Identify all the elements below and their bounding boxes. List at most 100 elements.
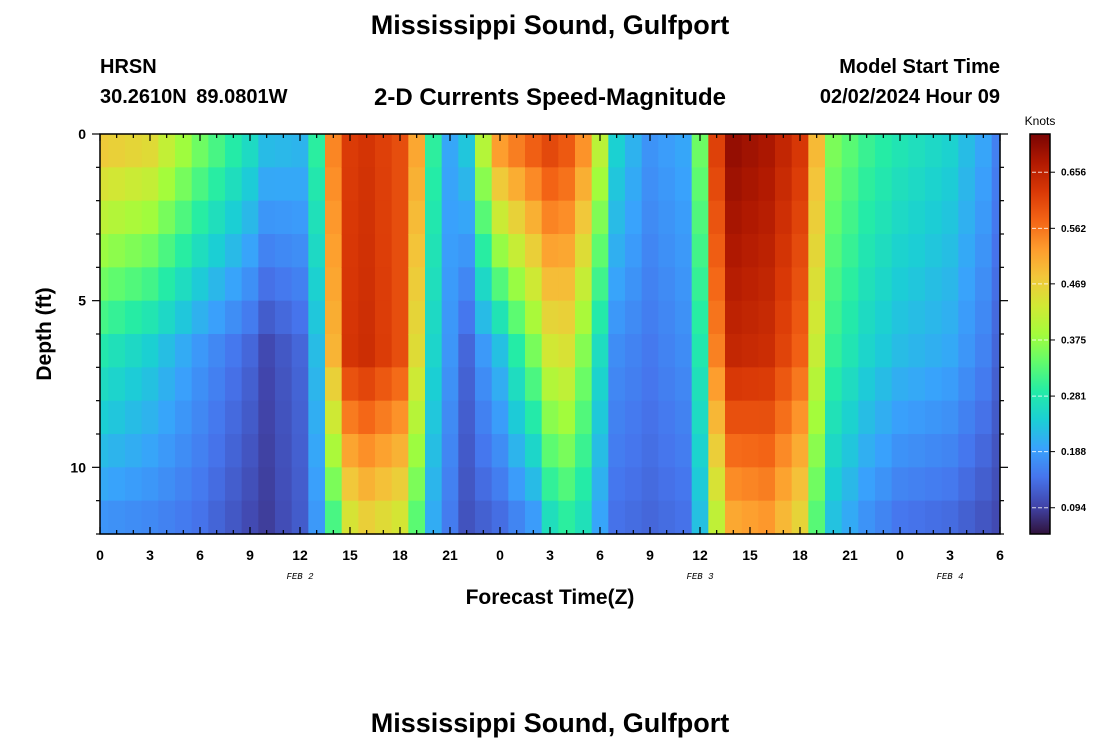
heatmap-cell (991, 500, 1001, 535)
heatmap-cell (325, 334, 343, 368)
heatmap-cell (608, 500, 626, 535)
heatmap-cell (458, 400, 476, 435)
heatmap-cell (991, 434, 1001, 468)
heatmap-cell (858, 500, 876, 535)
heatmap-cell (208, 367, 226, 402)
heatmap-cell (491, 200, 509, 235)
heatmap-cell (191, 200, 209, 235)
heatmap-cell (308, 334, 326, 368)
heatmap-cell (925, 267, 943, 302)
heatmap-cell (775, 500, 793, 535)
heatmap-cell (991, 134, 1001, 168)
heatmap-cell (275, 167, 293, 202)
heatmap-cell (941, 134, 959, 168)
heatmap-cell (658, 334, 676, 368)
heatmap-cell (308, 400, 326, 435)
heatmap-cell (541, 200, 559, 235)
heatmap-cell (275, 234, 293, 268)
heatmap-cell (108, 234, 126, 268)
heatmap-cell (175, 367, 193, 402)
heatmap-cell (741, 434, 759, 468)
x-tick-label: 6 (996, 547, 1004, 563)
heatmap-cell (841, 134, 859, 168)
heatmap-cell (508, 134, 526, 168)
heatmap-cell (391, 267, 409, 302)
heatmap-cell (575, 434, 593, 468)
heatmap-cell (575, 234, 593, 268)
heatmap-cell (425, 300, 443, 335)
heatmap-cell (975, 434, 993, 468)
heatmap-cell (141, 334, 159, 368)
heatmap-cell (141, 134, 159, 168)
heatmap-cell (325, 500, 343, 535)
heatmap-cell (891, 200, 909, 235)
heatmap-cell (591, 367, 609, 402)
heatmap-cell (491, 367, 509, 402)
heatmap-cell (375, 134, 393, 168)
date-label: FEB 3 (686, 572, 714, 582)
heatmap-cell (891, 467, 909, 502)
x-tick-label: 15 (342, 547, 358, 563)
heatmap-cell (625, 300, 643, 335)
heatmap-cell (191, 434, 209, 468)
heatmap-cell (958, 167, 976, 202)
heatmap-cell (258, 367, 276, 402)
heatmap-cell (991, 300, 1001, 335)
heatmap-cell (425, 367, 443, 402)
heatmap-cell (458, 267, 476, 302)
heatmap-cell (591, 134, 609, 168)
heatmap-cell (591, 400, 609, 435)
heatmap-cell (775, 167, 793, 202)
heatmap-cell (691, 500, 709, 535)
heatmap-cell (208, 434, 226, 468)
heatmap-cell (791, 134, 809, 168)
heatmap-cell (191, 400, 209, 435)
heatmap-cell (558, 167, 576, 202)
heatmap-cell (625, 267, 643, 302)
heatmap-cell (341, 467, 359, 502)
heatmap-cell (691, 434, 709, 468)
heatmap-cell (908, 234, 926, 268)
heatmap-cell (525, 234, 543, 268)
heatmap-cell (625, 167, 643, 202)
heatmap-cell (658, 267, 676, 302)
heatmap-cell (591, 234, 609, 268)
heatmap-cell (708, 234, 726, 268)
heatmap-cell (825, 500, 843, 535)
heatmap-cell (625, 334, 643, 368)
heatmap-cell (541, 167, 559, 202)
heatmap-cell (691, 234, 709, 268)
heatmap-cell (258, 234, 276, 268)
heatmap-cell (825, 300, 843, 335)
heatmap-cell (408, 167, 426, 202)
heatmap-cell (708, 200, 726, 235)
heatmap-cell (375, 400, 393, 435)
heatmap-cell (775, 367, 793, 402)
heatmap-cell (441, 467, 459, 502)
heatmap-cell (508, 167, 526, 202)
heatmap-cell (458, 467, 476, 502)
heatmap-cell (208, 200, 226, 235)
heatmap-cell (358, 367, 376, 402)
heatmap-cell (108, 200, 126, 235)
heatmap-cell (725, 200, 743, 235)
heatmap-cell (575, 367, 593, 402)
heatmap-cell (825, 400, 843, 435)
heatmap-cell (725, 167, 743, 202)
heatmap-cell (341, 500, 359, 535)
heatmap-cell (141, 434, 159, 468)
y-axis-label: Depth (ft) (33, 287, 56, 380)
heatmap-cell (558, 467, 576, 502)
heatmap-cell (725, 234, 743, 268)
heatmap-cell (758, 267, 776, 302)
heatmap-cell (175, 134, 193, 168)
heatmap-cell (975, 400, 993, 435)
heatmap-cell (575, 467, 593, 502)
heatmap-cell (758, 200, 776, 235)
heatmap-cell (325, 167, 343, 202)
heatmap-cell (291, 367, 309, 402)
heatmap-cell (925, 467, 943, 502)
heatmap-cell (925, 134, 943, 168)
heatmap-cell (541, 134, 559, 168)
heatmap-cell (875, 334, 893, 368)
